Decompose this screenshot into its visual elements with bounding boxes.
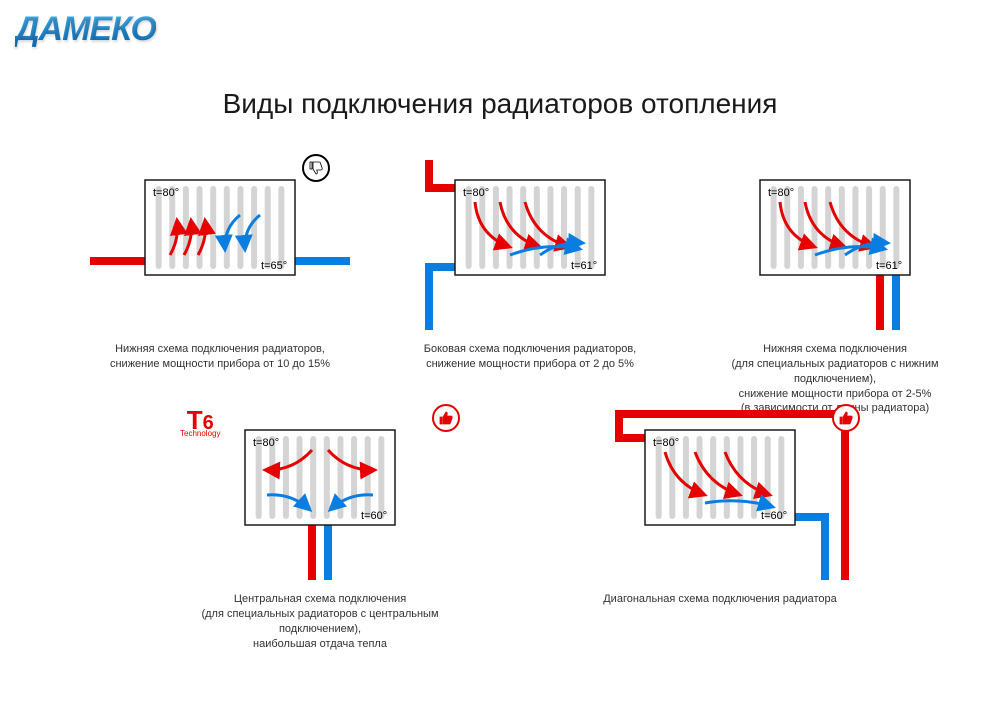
scheme-caption: Нижняя схема подключения радиаторов, сни… <box>90 342 350 372</box>
thumbs-down-icon <box>302 154 330 182</box>
scheme-side-supply: t=80° t=61° Боковая схема подключения рад… <box>400 160 660 372</box>
svg-text:t=60°: t=60° <box>761 510 787 522</box>
svg-text:t=80°: t=80° <box>768 187 794 199</box>
radiator-diagram: t=80° t=65° <box>90 160 350 330</box>
svg-text:t=61°: t=61° <box>876 260 902 272</box>
scheme-caption: Боковая схема подключения радиаторов, сн… <box>400 342 660 372</box>
radiator-diagram: t=80° t=61° <box>400 160 660 330</box>
scheme-bottom-supply: t=80° t=65° Нижняя схема подключения ради… <box>90 160 350 372</box>
diagram-area: t=80° t=65° Нижняя схема подключения ради… <box>0 150 1000 670</box>
thumbs-up-icon <box>432 404 460 432</box>
radiator-diagram: t=80° t=61° <box>705 160 965 330</box>
svg-text:t=80°: t=80° <box>253 437 279 449</box>
brand-logo: ДАМЕКО <box>15 10 156 49</box>
svg-text:t=80°: t=80° <box>153 187 179 199</box>
t6-logo: T6Technology <box>180 410 220 437</box>
scheme-bottom-special: t=80° t=61° Нижняя схема подключения (для… <box>690 160 980 416</box>
svg-text:t=80°: t=80° <box>653 437 679 449</box>
svg-text:t=60°: t=60° <box>361 510 387 522</box>
scheme-caption: Нижняя схема подключения (для специальны… <box>690 342 980 416</box>
radiator-diagram: t=80° t=60° <box>190 410 450 580</box>
scheme-caption: Диагональная схема подключения радиатора <box>560 592 880 607</box>
scheme-central: t=80° t=60° Центральная схема подключения… <box>160 410 480 651</box>
svg-text:t=80°: t=80° <box>463 187 489 199</box>
radiator-diagram: t=80° t=60° <box>590 410 850 580</box>
svg-text:t=65°: t=65° <box>261 260 287 272</box>
svg-text:t=61°: t=61° <box>571 260 597 272</box>
page-title: Виды подключения радиаторов отопления <box>0 88 1000 120</box>
scheme-caption: Центральная схема подключения (для специ… <box>160 592 480 651</box>
scheme-diagonal: t=80° t=60° Диагональная схема подключени… <box>560 410 880 607</box>
thumbs-up-icon <box>832 404 860 432</box>
